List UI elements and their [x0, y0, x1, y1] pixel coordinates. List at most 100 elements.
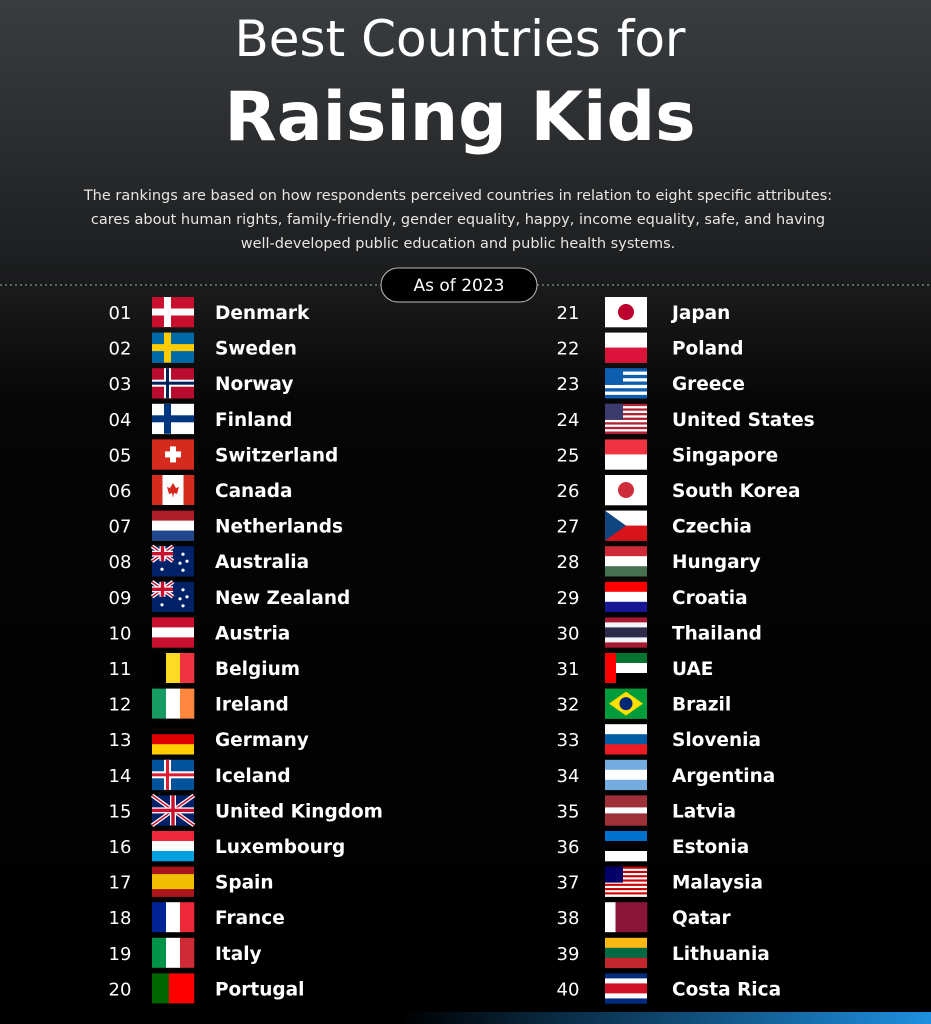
- rank: 07: [109, 517, 132, 538]
- flag-part: [605, 769, 647, 781]
- rank: 21: [557, 303, 580, 324]
- flag: [152, 724, 194, 755]
- country-name: Belgium: [215, 659, 300, 680]
- flag-part: [605, 866, 623, 883]
- flag-part: [605, 831, 647, 842]
- rank: 31: [557, 659, 580, 680]
- flag-part: [178, 561, 182, 565]
- rank: 37: [557, 873, 580, 894]
- country-name: Australia: [215, 552, 309, 573]
- rank: 17: [109, 873, 132, 894]
- flag-part: [152, 808, 194, 813]
- flag-part: [605, 368, 647, 372]
- flag-part: [605, 988, 647, 994]
- flag: [150, 793, 196, 828]
- country-name: Brazil: [672, 695, 731, 716]
- flag-part: [181, 604, 185, 608]
- flag: [150, 580, 194, 613]
- flag-part: [152, 973, 161, 1004]
- flag: [605, 297, 647, 328]
- flag-part: [605, 881, 647, 885]
- country-name: Greece: [672, 374, 745, 395]
- flag-part: [180, 653, 195, 683]
- flag: [152, 439, 194, 470]
- flag-part: [605, 993, 647, 999]
- flag: [605, 439, 647, 470]
- flag-part: [152, 841, 194, 852]
- country-name: Germany: [215, 730, 309, 751]
- flag-part: [166, 688, 181, 719]
- flag-part: [605, 663, 647, 674]
- flag: [152, 902, 195, 933]
- flag: [605, 581, 647, 613]
- flag-part: [152, 831, 194, 842]
- flag-part: [605, 417, 647, 421]
- flag-part: [168, 973, 178, 1004]
- flag: [605, 653, 647, 684]
- flag-part: [605, 673, 647, 684]
- country-name: Czechia: [672, 517, 752, 538]
- flag: [605, 475, 647, 506]
- flag-part: [605, 890, 647, 893]
- flag-part: [605, 873, 647, 876]
- flag-part: [152, 937, 167, 968]
- flag-part: [605, 653, 647, 664]
- flag: [152, 831, 194, 862]
- flag: [605, 617, 647, 648]
- flag-part: [605, 406, 647, 409]
- flag: [605, 724, 647, 755]
- flag: [150, 544, 194, 577]
- country-name: Iceland: [215, 766, 291, 787]
- country-name: Netherlands: [215, 517, 343, 538]
- flag-part: [185, 595, 189, 599]
- flag: [605, 688, 647, 719]
- flag-part: [605, 632, 647, 638]
- rank: 35: [557, 801, 580, 822]
- flag: [605, 831, 647, 862]
- flag-part: [605, 892, 647, 895]
- flag-part: [152, 889, 194, 897]
- country-name: South Korea: [672, 481, 801, 502]
- flag-part: [605, 601, 647, 613]
- flag-part: [605, 371, 647, 376]
- rank: 20: [109, 979, 132, 1000]
- flag-part: [605, 902, 616, 933]
- flag-part: [152, 653, 167, 683]
- flag-part: [152, 617, 194, 628]
- flag-part: [605, 795, 647, 802]
- flag-part: [185, 973, 195, 1004]
- flag-part: [605, 419, 647, 423]
- flag-part: [166, 937, 181, 968]
- country-name: Thailand: [672, 623, 762, 644]
- flag-part: [180, 688, 195, 719]
- flag-part: [605, 983, 647, 989]
- flag: [152, 973, 195, 1004]
- flag-part: [605, 381, 647, 386]
- flag-part: [605, 851, 647, 862]
- flag-part: [152, 475, 163, 505]
- flag-part: [605, 885, 647, 889]
- rank: 26: [557, 481, 580, 502]
- rank: 09: [109, 588, 132, 609]
- country-name: Canada: [215, 481, 292, 502]
- country-name: Finland: [215, 410, 292, 431]
- flag-part: [605, 403, 623, 420]
- rank: 29: [557, 588, 580, 609]
- flag-part: [605, 637, 647, 643]
- rank: 36: [557, 837, 580, 858]
- flag-part: [167, 483, 179, 498]
- rank: 39: [557, 944, 580, 965]
- flag: [152, 510, 194, 541]
- flag: [605, 795, 647, 826]
- rank: 19: [109, 944, 132, 965]
- flag-part: [605, 546, 647, 557]
- flag-part: [605, 403, 647, 407]
- flag-part: [166, 902, 181, 933]
- flag-part: [605, 347, 647, 363]
- country-name: Luxembourg: [215, 837, 345, 858]
- flag: [152, 937, 195, 968]
- flag: [605, 546, 647, 577]
- rank: 28: [557, 552, 580, 573]
- flag-part: [605, 813, 647, 820]
- flag-part: [160, 603, 164, 607]
